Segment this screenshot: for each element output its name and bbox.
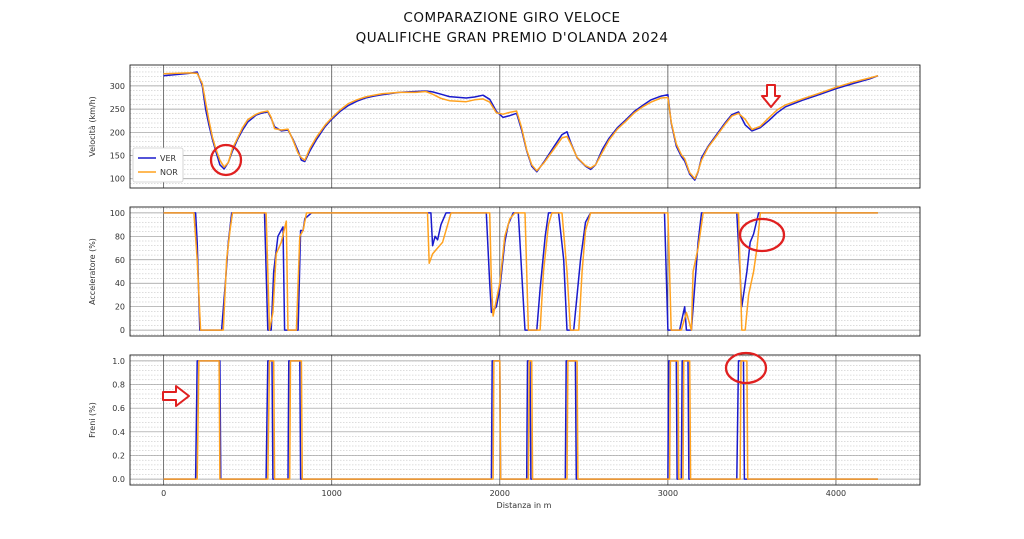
y-tick-label: 0.4: [112, 428, 125, 437]
panel-2: 0.0 0.2 0.4 0.6 0.8 1.0 0 1000 2000 3000 4000 Freni…: [88, 354, 921, 498]
panel-frame: [129, 206, 921, 337]
y-tick-label: 300: [110, 82, 125, 91]
x-tick-label: 0: [161, 489, 166, 498]
y-axis-label: Acceleratore (%): [88, 238, 97, 305]
x-tick-label: 1000: [322, 489, 342, 498]
legend: VER NOR: [132, 147, 184, 183]
y-tick-label: 0: [120, 326, 125, 335]
panel-0: 100 150 200 250 300 Velocità (km/h) VER NOR: [88, 64, 921, 189]
down-arrow-icon: [761, 84, 781, 108]
right-arrow-icon: [162, 385, 190, 407]
chart-annotations: [162, 84, 786, 407]
panel-1: 0 20 40 60 80 100 Acceleratore (%): [88, 206, 921, 337]
annotation-circle: [738, 217, 786, 253]
y-tick-label: 0.2: [112, 451, 125, 460]
y-tick-label: 200: [110, 128, 125, 137]
series-line-nor: [163, 360, 878, 480]
series-line-nor: [163, 212, 878, 331]
panel-frame: [129, 64, 921, 189]
annotation-circle: [209, 143, 243, 177]
y-tick-label: 100: [110, 209, 125, 218]
chart-title-line2: QUALIFICHE GRAN PREMIO D'OLANDA 2024: [356, 30, 669, 46]
x-tick-label: 4000: [826, 489, 846, 498]
y-tick-label: 0.0: [112, 475, 125, 484]
x-tick-label: 2000: [490, 489, 510, 498]
panel-frame: [129, 354, 921, 486]
legend-label-nor: NOR: [160, 168, 178, 177]
y-tick-label: 40: [115, 279, 125, 288]
y-tick-label: 100: [110, 175, 125, 184]
series-line-ver: [163, 212, 878, 331]
x-tick-label: 3000: [658, 489, 678, 498]
y-axis-label: Velocità (km/h): [88, 96, 97, 157]
chart-title-line1: COMPARAZIONE GIRO VELOCE: [403, 10, 620, 26]
y-tick-label: 150: [110, 152, 125, 161]
y-tick-label: 60: [115, 256, 125, 265]
y-axis-label: Freni (%): [88, 402, 97, 438]
y-tick-label: 80: [115, 232, 125, 241]
x-axis-label: Distanza in m: [497, 501, 552, 510]
series-line-ver: [163, 360, 878, 480]
series-line-nor: [163, 72, 879, 180]
legend-label-ver: VER: [160, 154, 177, 163]
y-tick-label: 0.6: [112, 404, 125, 413]
legend-box: [132, 147, 184, 183]
y-tick-label: 1.0: [112, 357, 125, 366]
annotation-circle: [724, 351, 768, 385]
chart-panels: 100 150 200 250 300 Velocità (km/h) VER NOR 0 20 4…: [88, 64, 921, 498]
y-tick-label: 250: [110, 105, 125, 114]
y-tick-label: 0.8: [112, 381, 125, 390]
y-tick-label: 20: [115, 303, 125, 312]
